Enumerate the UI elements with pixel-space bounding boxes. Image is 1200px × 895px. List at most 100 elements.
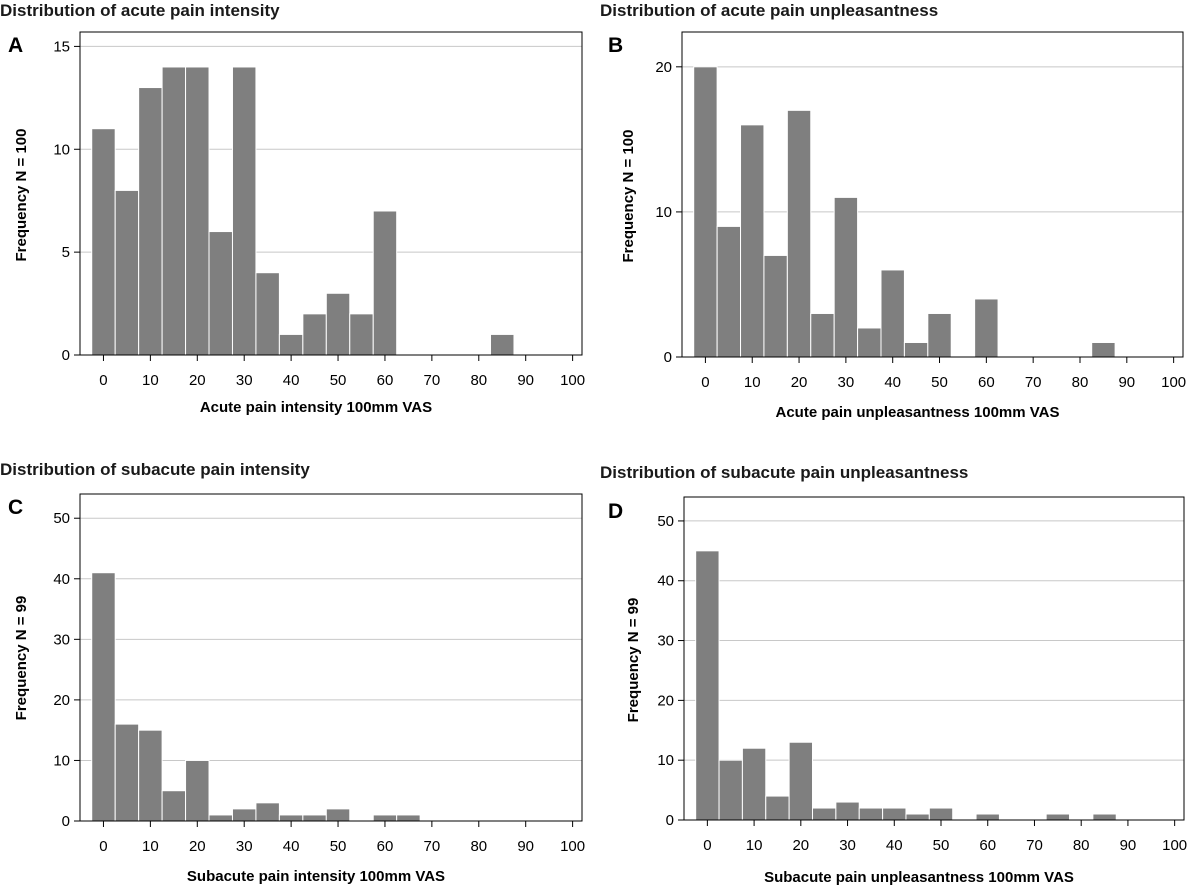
x-tick-c-4: 40 [283, 838, 300, 855]
x-axis-label-c: Subacute pain intensity 100mm VAS [187, 868, 445, 885]
bar-d-4 [788, 741, 814, 821]
y-tick-a-2: 10 [53, 141, 70, 158]
histogram-c-svg: Distribution of subacute pain intensity C… [0, 460, 585, 885]
x-tick-b-5: 50 [931, 374, 948, 391]
bar-a-4 [185, 66, 210, 356]
x-tick-a-5: 50 [330, 372, 347, 389]
panel-label-c: C [8, 496, 23, 519]
bar-a-0 [91, 128, 116, 356]
x-tick-d-0: 0 [703, 837, 711, 854]
x-axis-label-a: Acute pain intensity 100mm VAS [200, 399, 432, 416]
bar-c-8 [278, 814, 304, 822]
x-tick-b-7: 70 [1025, 374, 1042, 391]
histogram-a-svg: Distribution of acute pain intensity A 0 5 1… [0, 1, 585, 416]
plot-frame-a [79, 31, 583, 356]
bar-a-1 [114, 189, 140, 356]
histogram-d-svg: Distribution of subacute pain unpleasant… [600, 463, 1187, 886]
bar-a-5 [208, 231, 233, 356]
chart-title-b: Distribution of acute pain unpleasantnes… [600, 1, 938, 20]
bar-d-8 [882, 807, 907, 821]
y-tick-c-3: 30 [53, 631, 70, 648]
x-tick-d-3: 30 [839, 837, 856, 854]
bar-d-7 [858, 807, 884, 821]
bar-a-13 [490, 333, 515, 356]
histogram-panel-a: Distribution of acute pain intensity A 0 5 1… [0, 0, 600, 447]
bar-d-6 [835, 801, 860, 821]
x-tick-d-4: 40 [886, 837, 903, 854]
bar-d-1 [718, 759, 743, 821]
bar-c-1 [114, 723, 140, 822]
x-tick-d-2: 20 [792, 837, 809, 854]
bar-d-12 [1045, 813, 1071, 821]
x-tick-c-5: 50 [330, 838, 347, 855]
bar-d-2 [741, 747, 767, 821]
plot-frame-b [681, 31, 1184, 358]
y-tick-d-4: 40 [657, 573, 674, 590]
bar-b-5 [810, 312, 835, 358]
bar-d-10 [928, 807, 954, 821]
x-tick-b-4: 40 [884, 374, 901, 391]
y-tick-d-3: 30 [657, 633, 674, 650]
x-tick-c-7: 70 [424, 838, 441, 855]
x-tick-d-9: 90 [1120, 837, 1137, 854]
x-tick-c-0: 0 [99, 838, 107, 855]
bar-b-6 [833, 196, 859, 358]
bar-b-3 [763, 254, 788, 358]
x-tick-b-8: 80 [1072, 374, 1089, 391]
y-tick-a-3: 15 [53, 38, 70, 55]
bar-a-11 [349, 313, 374, 356]
y-tick-c-2: 20 [53, 692, 70, 709]
x-tick-d-7: 70 [1026, 837, 1043, 854]
x-tick-d-6: 60 [979, 837, 996, 854]
x-tick-c-6: 60 [377, 838, 394, 855]
bar-b-9 [903, 341, 929, 358]
chart-title-c: Distribution of subacute pain intensity [0, 460, 310, 479]
bar-d-11 [975, 813, 1000, 821]
x-tick-c-3: 30 [236, 838, 253, 855]
bar-a-9 [302, 313, 327, 356]
bar-b-4 [786, 109, 812, 358]
y-tick-b-0: 0 [664, 349, 672, 366]
bar-d-13 [1092, 813, 1117, 821]
bar-a-2 [138, 87, 163, 356]
y-axis-label-c: Frequency N = 99 [13, 596, 30, 721]
x-tick-c-9: 90 [517, 838, 534, 855]
x-tick-d-8: 80 [1073, 837, 1090, 854]
y-axis-label-a: Frequency N = 100 [13, 129, 30, 262]
y-tick-b-1: 10 [655, 204, 672, 221]
x-tick-c-8: 80 [470, 838, 487, 855]
x-tick-a-3: 30 [236, 372, 253, 389]
histogram-panel-c: Distribution of subacute pain intensity C… [0, 448, 600, 895]
x-axis-label-d: Subacute pain unpleasantness 100mm VAS [764, 869, 1074, 886]
y-tick-c-0: 0 [62, 813, 70, 830]
bar-b-11 [974, 298, 999, 358]
bar-c-10 [325, 808, 351, 822]
bar-c-5 [208, 814, 233, 822]
bar-a-10 [325, 292, 351, 356]
bar-c-4 [185, 759, 210, 822]
x-tick-a-2: 20 [189, 372, 206, 389]
x-tick-b-10: 100 [1161, 374, 1186, 391]
x-tick-a-10: 100 [560, 372, 585, 389]
x-tick-d-10: 100 [1162, 837, 1187, 854]
bar-d-3 [765, 795, 790, 821]
chart-title-a: Distribution of acute pain intensity [0, 1, 280, 20]
bar-b-8 [880, 269, 905, 358]
y-tick-c-4: 40 [53, 571, 70, 588]
x-tick-c-1: 10 [142, 838, 159, 855]
bar-c-2 [138, 729, 163, 822]
x-tick-b-6: 60 [978, 374, 995, 391]
bar-a-3 [161, 66, 187, 356]
bar-b-0 [693, 66, 718, 358]
bar-b-7 [857, 327, 882, 358]
x-tick-b-9: 90 [1118, 374, 1135, 391]
y-tick-d-2: 20 [657, 692, 674, 709]
bar-a-6 [231, 66, 257, 356]
x-tick-b-3: 30 [838, 374, 855, 391]
bar-d-5 [812, 807, 837, 821]
bar-b-1 [716, 225, 742, 358]
bar-a-8 [278, 333, 304, 356]
bar-b-12 [1091, 341, 1116, 358]
chart-title-d: Distribution of subacute pain unpleasant… [600, 463, 968, 482]
bar-c-0 [91, 572, 116, 822]
